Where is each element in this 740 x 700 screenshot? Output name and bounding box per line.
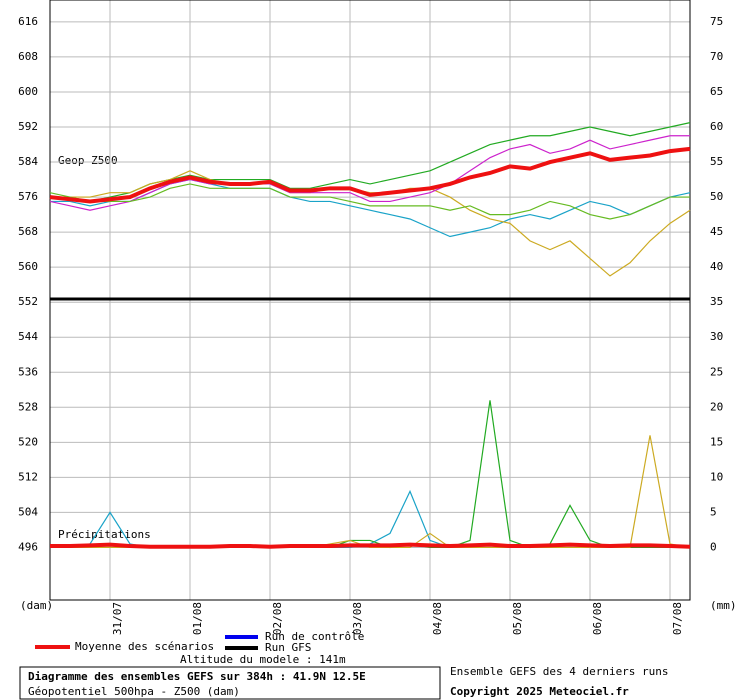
series-line bbox=[49, 146, 691, 204]
y-tick-label: 496 bbox=[18, 540, 38, 553]
x-tick-label: 01/08 bbox=[191, 602, 204, 635]
y-tick-label: 536 bbox=[18, 365, 38, 378]
title-box bbox=[19, 666, 441, 700]
x-tick-label: 02/08 bbox=[271, 602, 284, 635]
x-tick-label: 07/08 bbox=[671, 602, 684, 635]
y2-tick-label: 70 bbox=[710, 50, 723, 63]
y-tick-label: 504 bbox=[18, 505, 38, 518]
y2-tick-label: 45 bbox=[710, 225, 723, 238]
y2-tick-label: 40 bbox=[710, 260, 723, 273]
y2-tick-label: 0 bbox=[710, 540, 717, 553]
legend-label: Run GFS bbox=[265, 641, 311, 654]
panel-label: Geop Z500 bbox=[58, 154, 118, 167]
series-line bbox=[49, 183, 690, 220]
y2-tick-label: 10 bbox=[710, 470, 723, 483]
y2-tick-label: 30 bbox=[710, 330, 723, 343]
series-line bbox=[50, 542, 691, 549]
note: Ensemble GEFS des 4 derniers runs bbox=[450, 665, 669, 678]
y-tick-label: 552 bbox=[18, 295, 38, 308]
y2-tick-label: 60 bbox=[710, 120, 723, 133]
y-tick-label: 560 bbox=[18, 260, 38, 273]
panel-label: Précipitations bbox=[58, 528, 151, 541]
x-tick-label: 03/08 bbox=[351, 602, 364, 635]
y-tick-label: 600 bbox=[18, 85, 38, 98]
y-unit: (dam) bbox=[20, 599, 53, 612]
y2-tick-label: 35 bbox=[710, 295, 723, 308]
y-tick-label: 576 bbox=[18, 190, 38, 203]
y2-unit: (mm) bbox=[710, 599, 737, 612]
y2-tick-label: 50 bbox=[710, 190, 723, 203]
y2-tick-label: 15 bbox=[710, 435, 723, 448]
y2-tick-label: 55 bbox=[710, 155, 723, 168]
legend-label: Moyenne des scénarios bbox=[75, 640, 214, 653]
y2-tick-label: 20 bbox=[710, 400, 723, 413]
chart-title: Diagramme des ensembles GEFS sur 384h : … bbox=[28, 670, 366, 683]
legend-label: Run de contrôle bbox=[265, 630, 364, 643]
y-tick-label: 592 bbox=[18, 120, 38, 133]
subtitle: Géopotentiel 500hpa - Z500 (dam) bbox=[28, 685, 240, 698]
y-tick-label: 544 bbox=[18, 330, 38, 343]
y-tick-label: 512 bbox=[18, 470, 38, 483]
y2-tick-label: 65 bbox=[710, 85, 723, 98]
series-line bbox=[49, 135, 690, 211]
y2-tick-label: 75 bbox=[710, 15, 723, 28]
series-line bbox=[50, 400, 690, 549]
y-tick-label: 528 bbox=[18, 400, 38, 413]
y-tick-label: 520 bbox=[18, 435, 38, 448]
x-tick-label: 06/08 bbox=[591, 602, 604, 635]
y-tick-label: 616 bbox=[18, 15, 38, 28]
copyright: Copyright 2025 Meteociel.fr bbox=[450, 685, 629, 698]
y-tick-label: 584 bbox=[18, 155, 38, 168]
series-line bbox=[50, 170, 691, 277]
y2-tick-label: 25 bbox=[710, 365, 723, 378]
y2-tick-label: 5 bbox=[710, 505, 717, 518]
x-tick-label: 31/07 bbox=[111, 602, 124, 635]
y-tick-label: 568 bbox=[18, 225, 38, 238]
x-tick-label: 04/08 bbox=[431, 602, 444, 635]
x-tick-label: 05/08 bbox=[511, 602, 524, 635]
altitude: Altitude du modele : 141m bbox=[180, 653, 346, 666]
y-tick-label: 608 bbox=[18, 50, 38, 63]
